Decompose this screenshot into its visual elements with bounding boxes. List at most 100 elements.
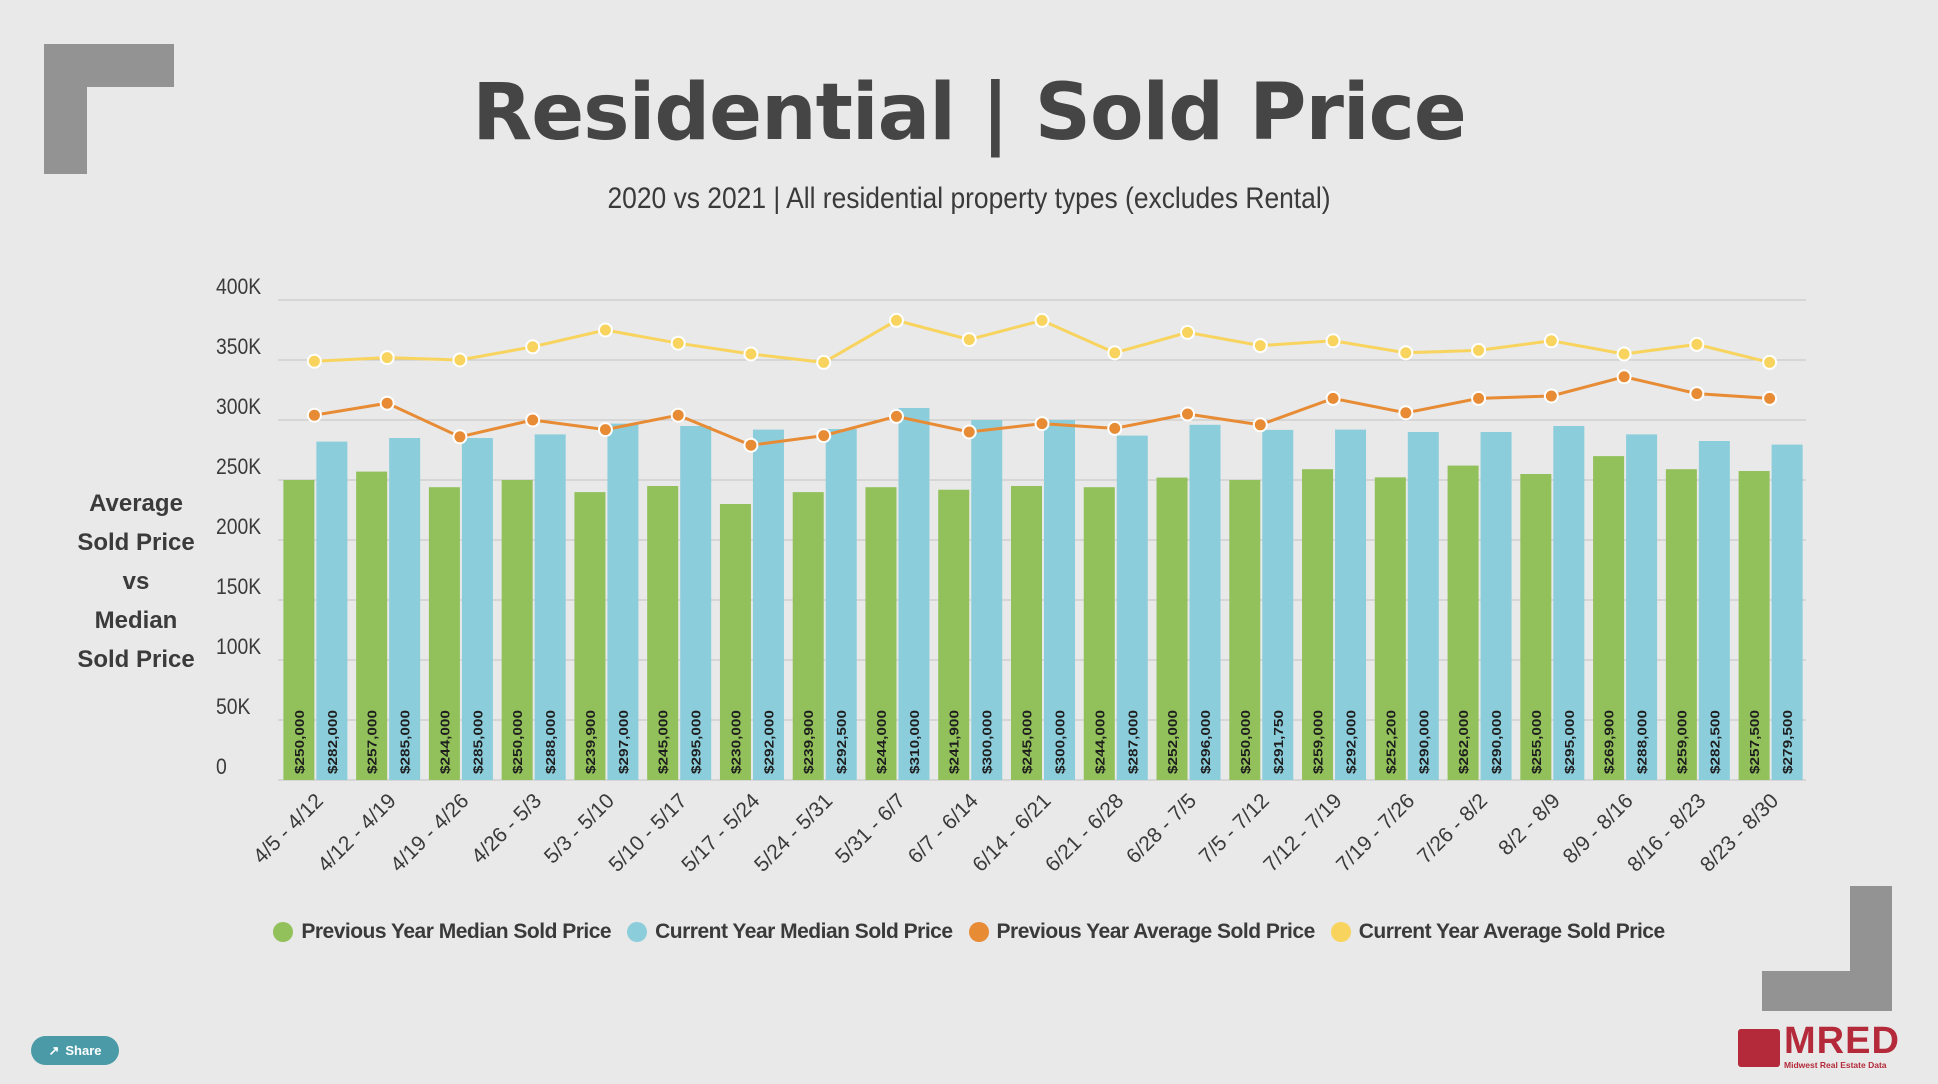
data-label-prev-median: $239,900: [583, 710, 598, 774]
data-label-curr-median: $297,000: [616, 710, 631, 774]
data-label-prev-median: $250,000: [1238, 710, 1253, 774]
point-curr-average: [452, 352, 468, 368]
bar-curr-median: [1407, 432, 1439, 780]
point-curr-average: [961, 332, 977, 348]
data-label-curr-median: $287,000: [1125, 710, 1140, 774]
point-prev-average: [1762, 390, 1778, 406]
x-tick-label: 6/14 - 6/21: [968, 789, 1055, 876]
data-label-prev-median: $250,000: [292, 710, 307, 774]
data-label-curr-median: $300,000: [980, 710, 995, 774]
y-axis-label-line: Median: [94, 607, 178, 634]
y-tick-label: 150K: [216, 575, 261, 599]
bar-curr-median: [389, 438, 421, 780]
point-curr-average: [670, 335, 686, 351]
share-button[interactable]: ↗ Share: [31, 1036, 119, 1065]
data-label-curr-median: $285,000: [398, 710, 413, 774]
point-prev-average: [1325, 390, 1341, 406]
data-label-curr-median: $292,000: [761, 710, 776, 774]
point-curr-average: [379, 350, 395, 366]
y-tick-label: 50K: [216, 695, 251, 719]
data-label-prev-median: $262,000: [1456, 710, 1471, 774]
data-label-prev-median: $259,000: [1311, 710, 1326, 774]
bar-curr-median: [461, 438, 493, 780]
point-curr-average: [1034, 312, 1050, 328]
x-tick-label: 8/2 - 8/9: [1494, 789, 1565, 860]
bar-curr-median: [1189, 424, 1221, 780]
point-prev-average: [816, 428, 832, 444]
point-prev-average: [961, 424, 977, 440]
corner-decoration-top-left: [44, 44, 174, 174]
point-prev-average: [306, 407, 322, 423]
legend-swatch-prev-median: [273, 922, 294, 942]
data-label-curr-median: $295,000: [689, 710, 704, 774]
data-label-prev-median: $245,000: [656, 710, 671, 774]
bar-curr-median: [680, 426, 712, 780]
data-label-prev-median: $244,000: [437, 710, 452, 774]
bar-curr-median: [971, 420, 1003, 780]
x-tick-label: 4/19 - 4/26: [386, 789, 473, 876]
y-tick-label: 350K: [216, 335, 261, 359]
data-label-prev-median: $252,000: [1165, 710, 1180, 774]
point-prev-average: [452, 429, 468, 445]
bar-prev-median: [719, 504, 751, 780]
bar-prev-median: [1665, 469, 1697, 780]
bar-prev-median: [1738, 471, 1770, 780]
data-label-prev-median: $230,000: [728, 710, 743, 774]
data-label-prev-median: $255,000: [1529, 710, 1544, 774]
bar-prev-median: [574, 492, 606, 780]
y-axis-label-line: Sold Price: [77, 529, 195, 556]
point-curr-average: [743, 346, 759, 362]
x-tick-label: 4/12 - 4/19: [313, 789, 400, 876]
point-prev-average: [743, 437, 759, 453]
corner-decoration-bottom-right: [1762, 886, 1892, 1011]
legend-item-curr-average[interactable]: Current Year Average Sold Price: [1330, 920, 1665, 944]
bar-curr-median: [1553, 426, 1585, 780]
point-curr-average: [306, 353, 322, 369]
point-curr-average: [1471, 342, 1487, 358]
page-title: Residential | Sold Price: [472, 68, 1467, 158]
bar-curr-median: [825, 429, 857, 780]
point-curr-average: [1762, 354, 1778, 370]
bar-curr-median: [534, 434, 566, 780]
point-curr-average: [1398, 345, 1414, 361]
y-tick-label: 250K: [216, 455, 261, 479]
point-curr-average: [1107, 345, 1123, 361]
data-label-curr-median: $310,000: [907, 710, 922, 774]
share-icon: ↗: [48, 1042, 60, 1058]
bar-prev-median: [647, 486, 679, 780]
data-label-curr-median: $296,000: [1198, 710, 1213, 774]
data-label-prev-median: $257,000: [365, 710, 380, 774]
point-curr-average: [1180, 324, 1196, 340]
bar-curr-median: [1262, 429, 1294, 780]
data-label-curr-median: $290,000: [1416, 710, 1431, 774]
legend-item-prev-median[interactable]: Previous Year Median Sold Price: [273, 920, 612, 944]
bar-prev-median: [1302, 469, 1334, 780]
point-curr-average: [597, 322, 613, 338]
point-curr-average: [1616, 346, 1632, 362]
line-prev-average: [314, 375, 1770, 447]
y-axis-label-line: Sold Price: [77, 646, 195, 673]
chart-legend: Previous Year Median Sold Price Current …: [0, 920, 1938, 944]
logo-text: MRED: [1784, 1020, 1900, 1062]
bar-prev-median: [1156, 477, 1188, 780]
x-tick-label: 7/19 - 7/26: [1332, 789, 1419, 876]
legend-item-curr-median[interactable]: Current Year Median Sold Price: [627, 920, 953, 944]
legend-item-prev-average[interactable]: Previous Year Average Sold Price: [968, 920, 1315, 944]
data-label-curr-median: $288,000: [543, 710, 558, 774]
legend-label: Current Year Average Sold Price: [1358, 920, 1665, 943]
data-label-prev-median: $241,900: [947, 710, 962, 774]
point-curr-average: [1689, 336, 1705, 352]
legend-swatch-curr-median: [627, 922, 648, 942]
bar-curr-median: [1698, 441, 1730, 780]
bar-curr-median: [1116, 435, 1148, 780]
point-prev-average: [1398, 405, 1414, 421]
legend-swatch-prev-average: [968, 922, 989, 942]
point-curr-average: [1252, 338, 1268, 354]
point-curr-average: [816, 354, 832, 370]
x-tick-label: 5/24 - 5/31: [750, 789, 837, 876]
y-axis-label: Average Sold Price vs Median Sold Price: [62, 484, 210, 679]
data-label-curr-median: $290,000: [1489, 710, 1504, 774]
point-prev-average: [888, 408, 904, 424]
data-label-curr-median: $291,750: [1271, 710, 1286, 774]
x-tick-label: 8/23 - 8/30: [1696, 789, 1783, 876]
